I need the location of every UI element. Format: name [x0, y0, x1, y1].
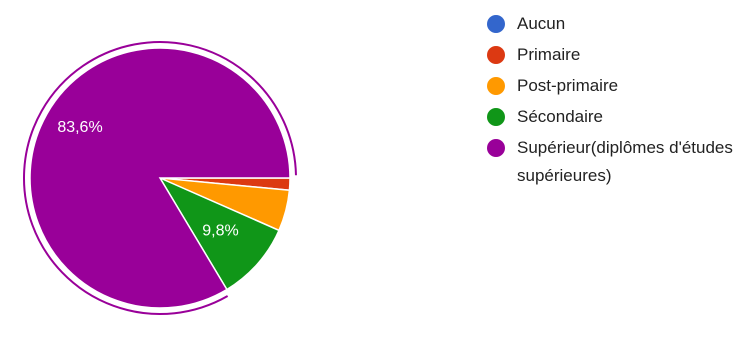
- legend-label-2: Post-primaire: [517, 76, 619, 95]
- legend-swatch-4: [487, 139, 505, 157]
- legend-swatch-2: [487, 77, 505, 95]
- legend-item-1[interactable]: Primaire: [487, 41, 747, 69]
- legend-label-3: Sécondaire: [517, 107, 604, 126]
- legend-item-4[interactable]: Supérieur(diplômes d'études supérieures): [487, 134, 747, 190]
- legend-item-3[interactable]: Sécondaire: [487, 103, 747, 131]
- legend-label-4: Supérieur(diplômes d'études supérieures): [517, 138, 733, 185]
- legend-item-0[interactable]: Aucun: [487, 10, 747, 38]
- legend-swatch-1: [487, 46, 505, 64]
- data-label-3: 9,8%: [202, 223, 238, 240]
- pie-slice-4[interactable]: [29, 47, 291, 309]
- legend-swatch-0: [487, 15, 505, 33]
- legend-label-0: Aucun: [517, 14, 566, 33]
- data-label-4: 83,6%: [57, 119, 102, 136]
- legend-label-1: Primaire: [517, 45, 581, 64]
- legend-swatch-3: [487, 108, 505, 126]
- pie-slice-highlight-ring: [23, 41, 297, 315]
- chart-legend: Aucun Primaire Post-primaire Sécondaire Supé…: [487, 10, 747, 193]
- pie-slice-3[interactable]: [158, 176, 280, 291]
- legend-item-2[interactable]: Post-primaire: [487, 72, 747, 100]
